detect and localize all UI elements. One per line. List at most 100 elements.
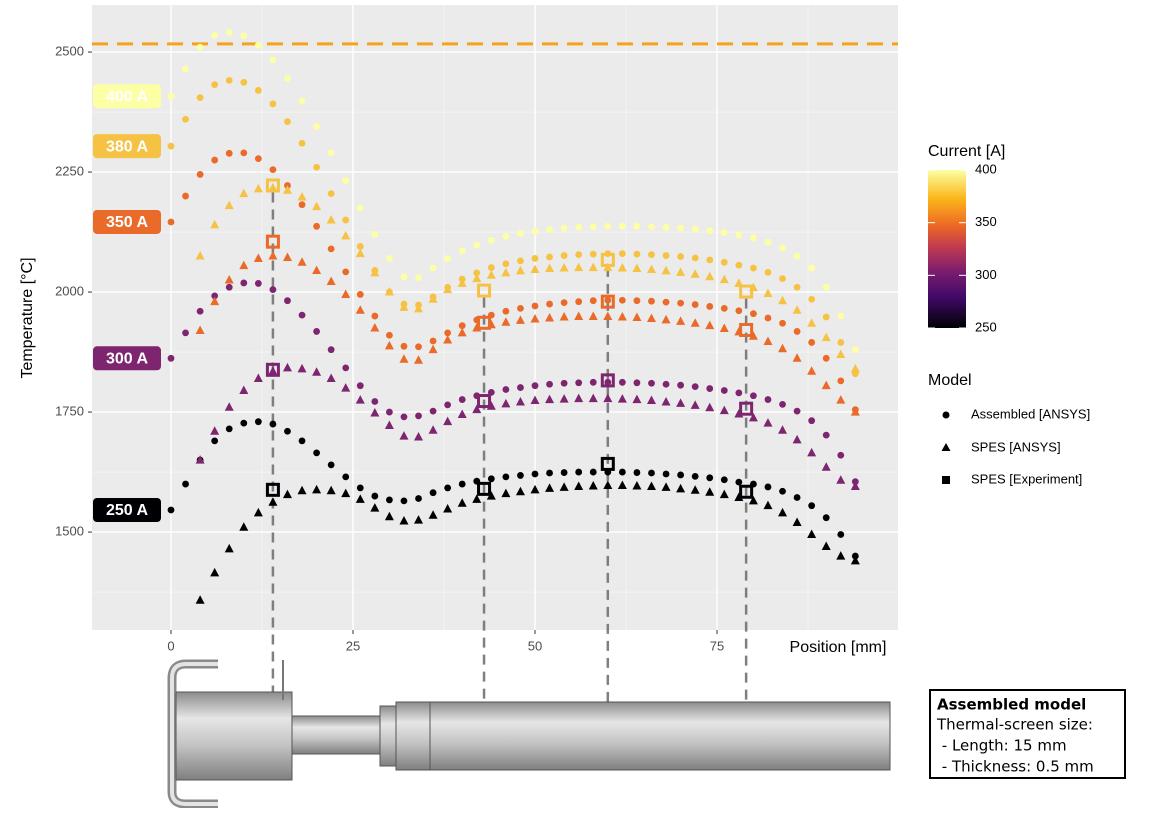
plot-layer: 150017502000225025000255075400 A380 A350… bbox=[55, 5, 898, 752]
assembled-point bbox=[488, 237, 495, 244]
assembled-point bbox=[532, 255, 539, 262]
assembled-point bbox=[706, 303, 713, 310]
x-tick-label: 50 bbox=[528, 638, 542, 653]
assembled-point bbox=[502, 260, 509, 267]
assembled-point bbox=[706, 256, 713, 263]
assembled-point bbox=[415, 343, 422, 350]
assembled-point bbox=[663, 471, 670, 478]
assembled-point bbox=[197, 308, 204, 315]
assembled-point bbox=[240, 32, 247, 39]
assembled-point bbox=[299, 140, 306, 147]
assembled-point bbox=[430, 338, 437, 345]
assembled-point bbox=[371, 231, 378, 238]
assembled-point bbox=[517, 257, 524, 264]
assembled-point bbox=[328, 346, 335, 353]
assembled-point bbox=[459, 396, 466, 403]
assembled-point bbox=[517, 472, 524, 479]
assembled-point bbox=[648, 251, 655, 258]
assembled-point bbox=[765, 396, 772, 403]
assembled-point bbox=[561, 469, 568, 476]
x-axis-title: Position [mm] bbox=[790, 639, 887, 656]
assembled-point bbox=[561, 252, 568, 259]
assembled-point bbox=[648, 470, 655, 477]
assembled-point bbox=[677, 225, 684, 232]
series-label: 400 A bbox=[106, 88, 149, 105]
assembled-point bbox=[517, 305, 524, 312]
assembled-point bbox=[328, 245, 335, 252]
assembled-point bbox=[837, 531, 844, 538]
y-tick-label: 1750 bbox=[55, 404, 84, 419]
assembled-point bbox=[794, 408, 801, 415]
legend-square bbox=[942, 476, 950, 484]
assembled-point bbox=[299, 312, 306, 319]
assembled-point bbox=[444, 485, 451, 492]
assembled-point bbox=[823, 355, 830, 362]
assembled-point bbox=[197, 171, 204, 178]
assembled-point bbox=[634, 251, 641, 258]
assembled-point bbox=[357, 382, 364, 389]
assembled-point bbox=[575, 469, 582, 476]
y-tick-label: 1500 bbox=[55, 524, 84, 539]
assembled-point bbox=[459, 247, 466, 254]
assembled-point bbox=[663, 381, 670, 388]
x-tick-label: 0 bbox=[167, 638, 174, 653]
assembled-point bbox=[211, 157, 218, 164]
assembled-point bbox=[735, 389, 742, 396]
assembled-point bbox=[270, 286, 277, 293]
assembled-point bbox=[794, 328, 801, 335]
assembled-point bbox=[779, 401, 786, 408]
assembled-point bbox=[270, 56, 277, 63]
assembled-point bbox=[401, 273, 408, 280]
assembled-point bbox=[735, 479, 742, 486]
assembled-point bbox=[706, 385, 713, 392]
assembled-point bbox=[619, 469, 626, 476]
assembled-point bbox=[750, 234, 757, 241]
assembled-point bbox=[299, 201, 306, 208]
assembled-point bbox=[692, 383, 699, 390]
assembled-point bbox=[371, 493, 378, 500]
assembled-point bbox=[604, 297, 611, 304]
assembled-point bbox=[488, 475, 495, 482]
assembled-point bbox=[182, 481, 189, 488]
colorbar-tick-label: 350 bbox=[975, 214, 997, 229]
assembled-point bbox=[590, 297, 597, 304]
assembled-point bbox=[444, 401, 451, 408]
assembled-point bbox=[342, 473, 349, 480]
assembled-point bbox=[386, 255, 393, 262]
assembled-point bbox=[197, 44, 204, 51]
assembled-point bbox=[546, 254, 553, 261]
assembled-point bbox=[677, 472, 684, 479]
assembled-point bbox=[750, 265, 757, 272]
assembled-point bbox=[284, 118, 291, 125]
assembled-point bbox=[240, 280, 247, 287]
assembled-point bbox=[663, 299, 670, 306]
assembled-point bbox=[721, 229, 728, 236]
assembled-point bbox=[808, 502, 815, 509]
assembled-point bbox=[779, 244, 786, 251]
assembled-point bbox=[270, 421, 277, 428]
assembled-point bbox=[226, 150, 233, 157]
assembled-point bbox=[313, 123, 320, 130]
shape-legend-title: Model bbox=[928, 372, 972, 389]
x-tick-label: 25 bbox=[346, 638, 360, 653]
assembled-point bbox=[590, 469, 597, 476]
assembled-point bbox=[750, 392, 757, 399]
assembled-point bbox=[328, 190, 335, 197]
assembled-point bbox=[168, 355, 175, 362]
assembled-point bbox=[590, 379, 597, 386]
model-box-line: - Thickness: 0.5 mm bbox=[937, 758, 1094, 776]
assembled-point bbox=[226, 284, 233, 291]
assembled-point bbox=[517, 384, 524, 391]
assembled-point bbox=[386, 409, 393, 416]
assembled-point bbox=[561, 380, 568, 387]
assembled-point bbox=[386, 497, 393, 504]
assembled-point bbox=[765, 269, 772, 276]
assembled-point bbox=[168, 219, 175, 226]
assembled-point bbox=[575, 224, 582, 231]
assembled-point bbox=[692, 255, 699, 262]
assembled-point bbox=[546, 226, 553, 233]
assembled-point bbox=[619, 250, 626, 257]
assembled-point bbox=[226, 77, 233, 84]
assembled-point bbox=[328, 149, 335, 156]
assembled-point bbox=[211, 81, 218, 88]
